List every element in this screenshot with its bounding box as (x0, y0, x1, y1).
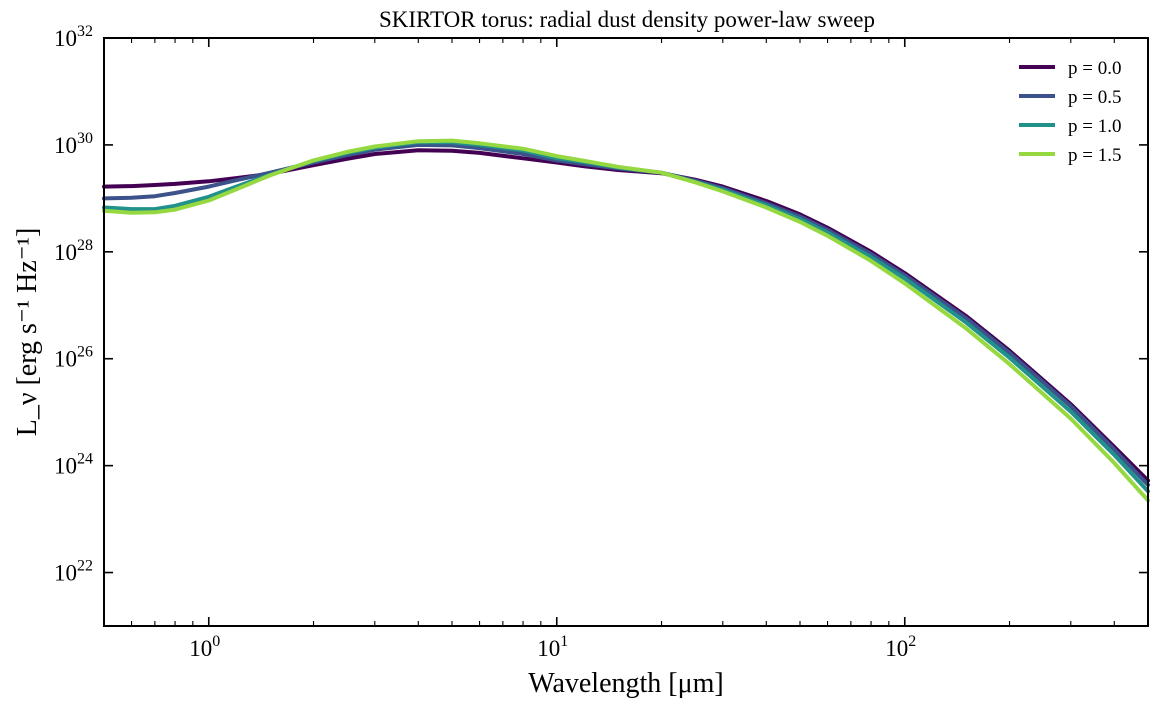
series-line-0 (102, 148, 1150, 483)
plot-frame (103, 37, 1149, 627)
y-tick-label-4: 1030 (54, 130, 93, 158)
y-axis-label: L_ν [erg s⁻¹ Hz⁻¹] (12, 228, 43, 437)
series-line-2 (102, 140, 1150, 494)
legend: p = 0.0 p = 0.5 p = 1.0 p = 1.5 (1019, 58, 1121, 166)
y-tick-label-2: 1026 (54, 344, 93, 372)
plot-area (102, 138, 1150, 503)
y-tick-label-1: 1024 (54, 451, 93, 479)
x-tick-label-1: 101 (537, 633, 568, 661)
legend-label-3: p = 1.5 (1068, 145, 1121, 166)
y-tick-label-5: 1032 (54, 23, 93, 51)
x-tick-label-2: 102 (885, 633, 916, 661)
series-line-1 (102, 142, 1150, 487)
legend-label-0: p = 0.0 (1068, 58, 1121, 79)
y-tick-label-3: 1028 (54, 237, 93, 265)
legend-label-2: p = 1.0 (1068, 116, 1121, 137)
series-line-3 (102, 138, 1150, 503)
chart-title: SKIRTOR torus: radial dust density power… (379, 7, 875, 32)
x-tick-label-0: 100 (189, 633, 220, 661)
x-axis-label: Wavelength [μm] (528, 668, 723, 699)
legend-label-1: p = 0.5 (1068, 87, 1121, 108)
y-tick-label-0: 1022 (54, 558, 93, 586)
